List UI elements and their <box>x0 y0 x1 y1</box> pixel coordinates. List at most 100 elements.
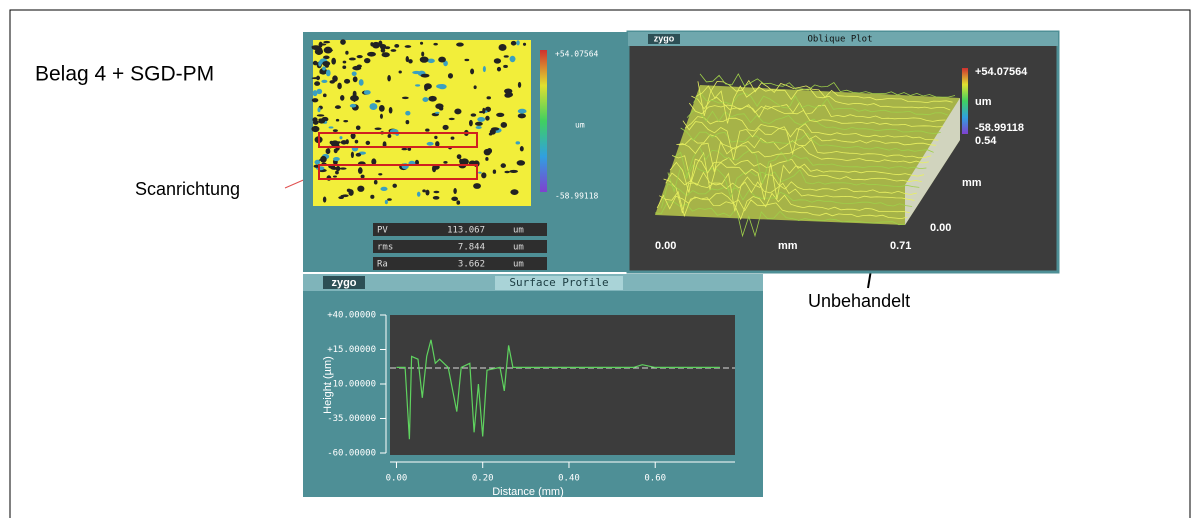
map-image <box>313 40 531 206</box>
map-spot <box>439 107 443 111</box>
scale-label: um <box>975 96 992 108</box>
map-spot <box>491 127 499 130</box>
stats-value: 7.844 <box>458 243 485 253</box>
map-spot <box>471 113 477 116</box>
scale-label: -58.99118 <box>555 192 599 201</box>
map-spot <box>320 156 327 163</box>
map-spot <box>352 71 357 76</box>
map-spot <box>422 97 428 102</box>
annotation: Scanrichtung <box>135 179 240 199</box>
map-spot <box>339 136 342 139</box>
map-spot <box>501 163 506 168</box>
x-tick-label: 0.60 <box>644 474 666 484</box>
map-spot <box>479 111 484 113</box>
map-spot <box>405 45 412 48</box>
map-spot <box>417 192 421 197</box>
map-spot <box>456 200 460 204</box>
map-spot <box>443 125 449 130</box>
map-spot <box>504 171 509 173</box>
map-spot <box>335 171 339 175</box>
map-spot <box>350 95 359 101</box>
map-spot <box>497 67 501 72</box>
map-spot <box>333 129 338 132</box>
map-spot <box>478 172 482 174</box>
map-spot <box>338 196 344 199</box>
map-spot <box>335 105 341 109</box>
map-spot <box>315 48 323 55</box>
window-title: Surface Profile <box>509 276 608 289</box>
map-spot <box>323 93 327 97</box>
axis-label: 0.00 <box>930 222 951 234</box>
map-spot <box>434 136 437 139</box>
map-spot <box>321 80 327 83</box>
map-spot <box>388 134 392 138</box>
map-spot <box>516 40 520 45</box>
map-spot <box>473 183 481 189</box>
map-spot <box>420 42 423 45</box>
map-spot <box>364 58 370 63</box>
map-spot <box>438 57 446 63</box>
map-spot <box>356 153 362 157</box>
map-spot <box>511 41 517 46</box>
map-spot <box>312 98 319 102</box>
map-spot <box>340 39 346 45</box>
map-spot <box>476 126 482 129</box>
map-spot <box>336 119 339 122</box>
map-spot <box>412 71 421 74</box>
map-spot <box>340 167 347 169</box>
map-spot <box>449 118 455 120</box>
map-spot <box>343 61 347 64</box>
map-spot <box>317 107 320 112</box>
map-spot <box>402 97 409 99</box>
map-spot <box>501 122 508 128</box>
map-spot <box>326 70 331 77</box>
map-spot <box>510 56 516 62</box>
map-spot <box>481 172 486 178</box>
map-spot <box>483 66 486 72</box>
map-spot <box>422 189 426 192</box>
map-spot <box>406 120 410 124</box>
map-spot <box>374 180 378 184</box>
map-spot <box>353 76 358 82</box>
map-spot <box>326 148 331 154</box>
map-spot <box>378 40 382 46</box>
map-spot <box>366 141 371 145</box>
window-title: Oblique Plot <box>807 35 872 45</box>
map-spot <box>427 142 434 146</box>
map-spot <box>493 170 496 174</box>
map-spot <box>415 84 420 86</box>
map-spot <box>453 188 457 194</box>
map-spot <box>518 109 527 114</box>
axis-label: 0.00 <box>655 240 676 252</box>
map-spot <box>387 75 391 81</box>
stats-label: rms <box>377 243 393 253</box>
map-spot <box>405 111 410 116</box>
x-tick-label: 0.20 <box>472 474 494 484</box>
map-spot <box>516 141 520 144</box>
map-spot <box>312 117 317 122</box>
scale-label: +54.07564 <box>975 66 1028 78</box>
map-spot <box>342 66 346 69</box>
map-spot <box>487 96 491 99</box>
map-spot <box>425 190 429 196</box>
scale-label: um <box>575 121 585 130</box>
map-spot <box>425 128 429 131</box>
map-spot <box>357 186 364 192</box>
map-spot <box>399 71 402 74</box>
slide-title: Belag 4 + SGD-PM <box>35 63 214 86</box>
map-spot <box>392 184 396 188</box>
map-spot <box>435 112 440 114</box>
map-spot <box>358 167 363 174</box>
map-spot <box>436 84 445 88</box>
map-spot <box>333 175 337 177</box>
map-spot <box>484 149 491 156</box>
map-spot <box>340 95 344 101</box>
map-spot <box>394 44 399 48</box>
map-spot <box>504 55 509 57</box>
map-spot <box>344 79 350 84</box>
stats-unit: um <box>513 260 524 270</box>
map-spot <box>469 120 473 126</box>
map-spot <box>331 58 336 65</box>
map-spot <box>477 117 485 122</box>
map-spot <box>369 103 377 110</box>
